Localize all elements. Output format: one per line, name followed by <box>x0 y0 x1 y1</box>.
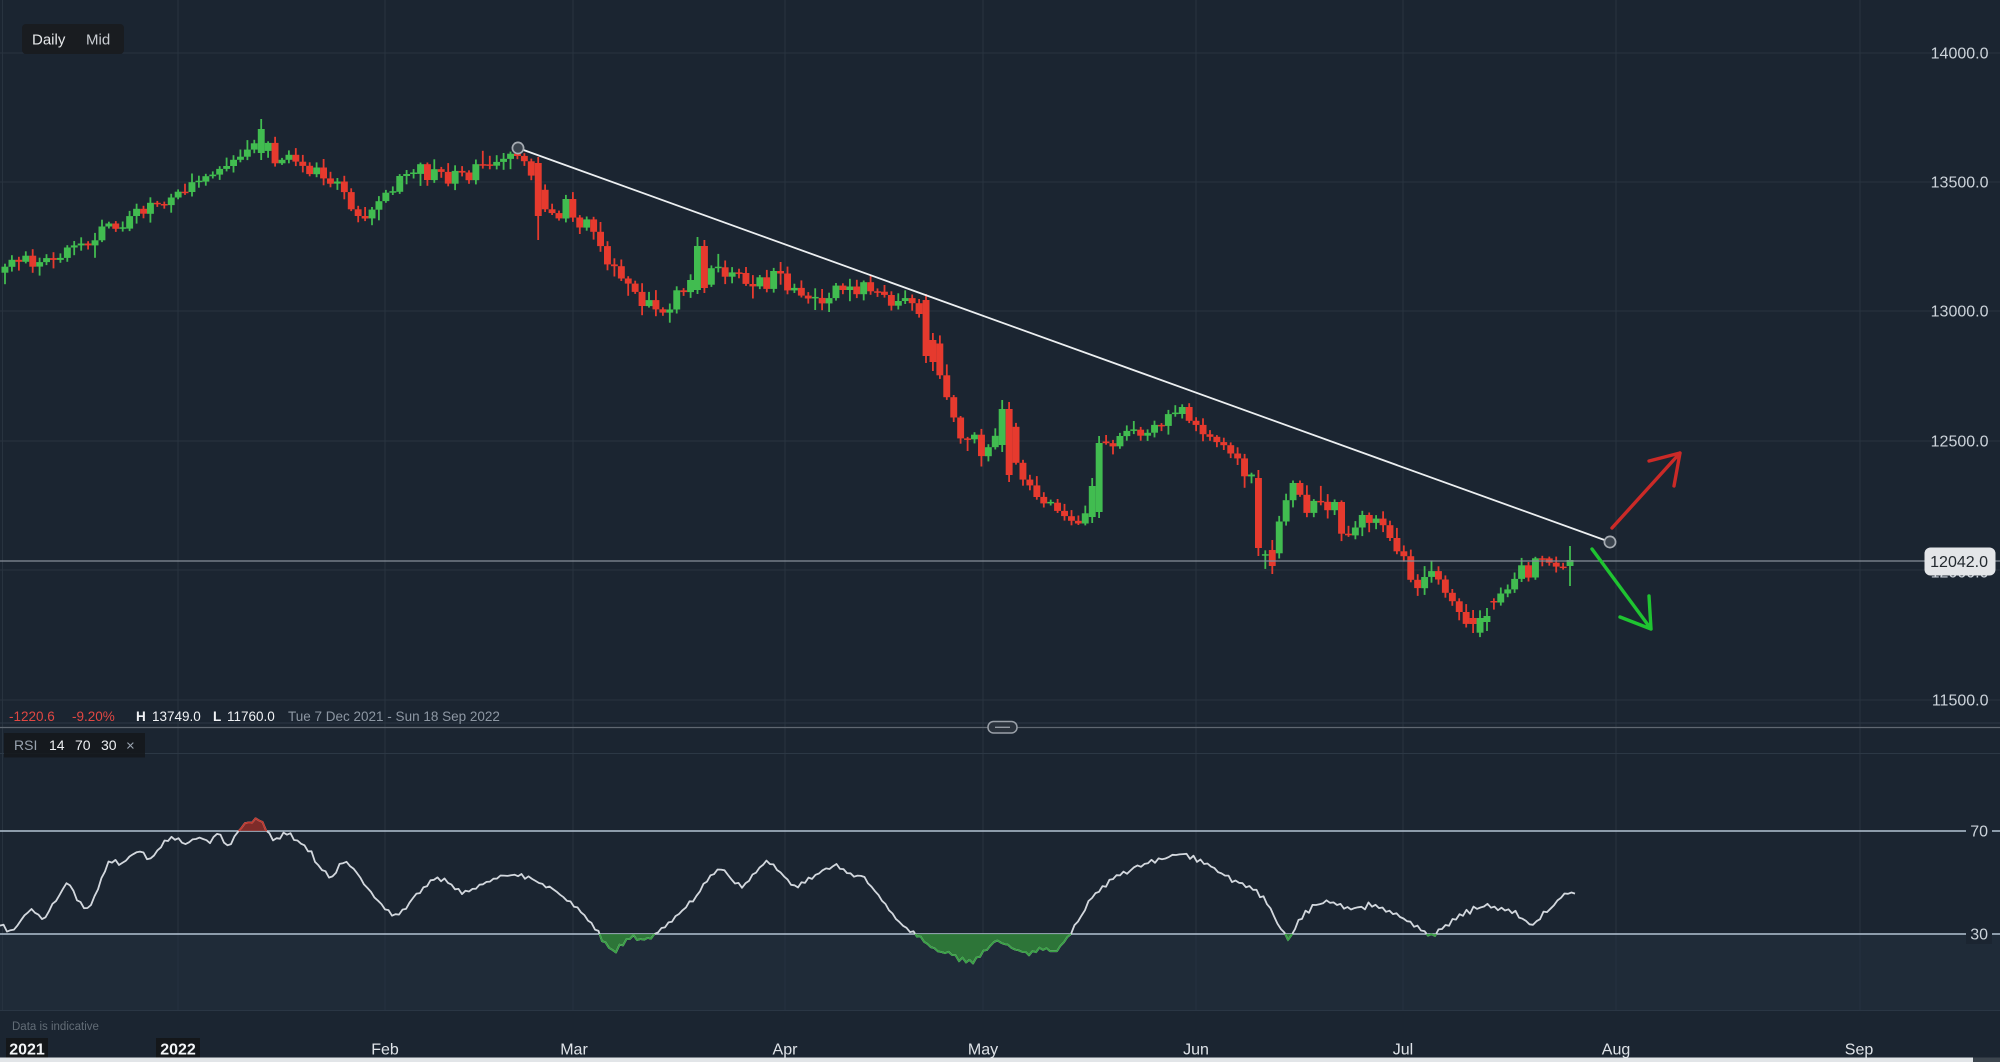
svg-text:Apr: Apr <box>773 1042 799 1059</box>
svg-text:×: × <box>126 738 135 755</box>
svg-text:2022: 2022 <box>160 1042 196 1059</box>
svg-text:70: 70 <box>1970 824 1988 841</box>
svg-text:May: May <box>968 1042 998 1059</box>
svg-text:L: L <box>213 709 221 724</box>
svg-text:13500.0: 13500.0 <box>1931 175 1989 192</box>
svg-text:30: 30 <box>1970 927 1988 944</box>
svg-text:70: 70 <box>75 737 91 753</box>
svg-text:Data is indicative: Data is indicative <box>12 1021 99 1033</box>
svg-text:12500.0: 12500.0 <box>1931 434 1989 451</box>
svg-text:Feb: Feb <box>371 1042 399 1059</box>
svg-text:13000.0: 13000.0 <box>1931 304 1989 321</box>
svg-text:Sep: Sep <box>1845 1042 1874 1059</box>
svg-text:11500.0: 11500.0 <box>1932 693 1989 710</box>
svg-text:11760.0: 11760.0 <box>227 709 275 724</box>
svg-text:Aug: Aug <box>1602 1042 1630 1059</box>
svg-text:12042.0: 12042.0 <box>1930 554 1988 571</box>
svg-text:2021: 2021 <box>9 1042 45 1059</box>
svg-text:RSI: RSI <box>14 737 37 753</box>
svg-text:14000.0: 14000.0 <box>1931 46 1989 63</box>
svg-text:H: H <box>136 709 146 724</box>
svg-text:-1220.6: -1220.6 <box>9 709 55 724</box>
svg-text:Daily: Daily <box>32 32 66 49</box>
svg-text:Mar: Mar <box>560 1042 588 1059</box>
svg-text:30: 30 <box>101 737 117 753</box>
svg-text:Jul: Jul <box>1393 1042 1413 1059</box>
svg-text:Jun: Jun <box>1183 1042 1209 1059</box>
svg-text:-9.20%: -9.20% <box>72 709 115 724</box>
svg-text:Mid: Mid <box>86 32 110 49</box>
svg-text:Tue 7 Dec 2021 - Sun 18 Sep 20: Tue 7 Dec 2021 - Sun 18 Sep 2022 <box>288 709 500 724</box>
svg-text:14: 14 <box>49 737 65 753</box>
svg-text:13749.0: 13749.0 <box>152 709 201 724</box>
